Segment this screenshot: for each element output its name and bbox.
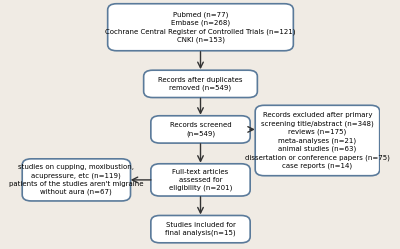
FancyBboxPatch shape [151,215,250,243]
FancyBboxPatch shape [108,4,293,51]
Text: Records screened
(n=549): Records screened (n=549) [170,122,231,137]
FancyBboxPatch shape [144,70,257,98]
FancyBboxPatch shape [151,164,250,196]
Text: Pubmed (n=77)
Embase (n=268)
Cochrane Central Register of Controlled Trials (n=1: Pubmed (n=77) Embase (n=268) Cochrane Ce… [105,11,296,43]
FancyBboxPatch shape [151,116,250,143]
Text: Records after duplicates
removed (n=549): Records after duplicates removed (n=549) [158,77,243,91]
FancyBboxPatch shape [255,105,380,176]
FancyBboxPatch shape [22,159,130,201]
Text: studies on cupping, moxibustion,
acupressure, etc (n=119)
patients of the studie: studies on cupping, moxibustion, acupres… [9,164,144,195]
Text: Records excluded after primary
screening title/abstract (n=348)
reviews (n=175)
: Records excluded after primary screening… [245,112,390,169]
Text: Full-text articles
assessed for
eligibility (n=201): Full-text articles assessed for eligibil… [169,169,232,191]
Text: Studies included for
final analysis(n=15): Studies included for final analysis(n=15… [165,222,236,236]
